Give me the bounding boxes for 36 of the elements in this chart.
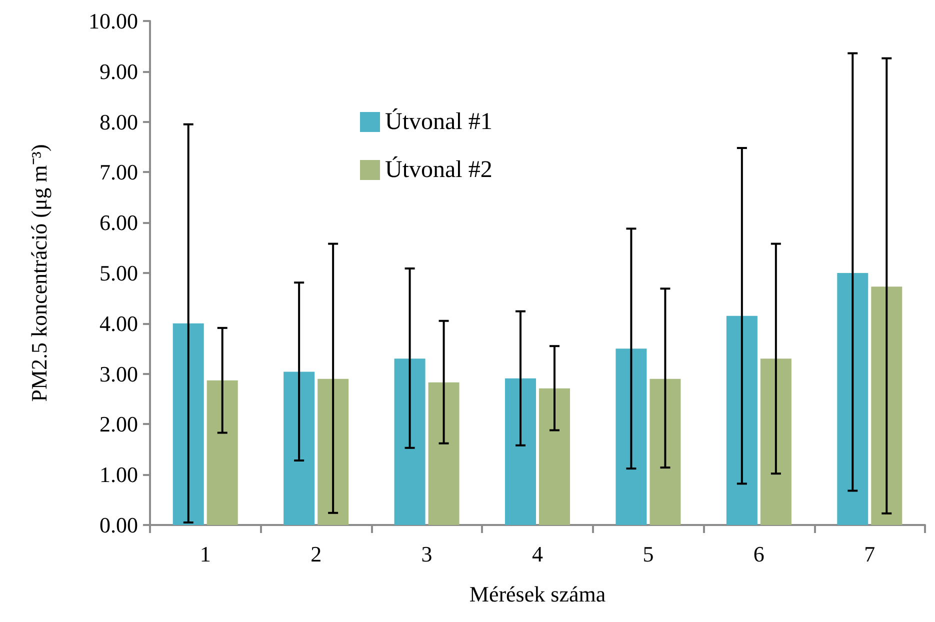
x-tick-label: 7: [864, 542, 876, 566]
y-tick-label: 3.00: [100, 361, 138, 386]
x-tick-label: 5: [642, 542, 654, 566]
y-tick-label: 9.00: [100, 58, 138, 84]
y-tick-label: 4.00: [100, 310, 138, 336]
bar: [394, 358, 426, 525]
bar: [726, 316, 758, 525]
x-tick-label: 3: [421, 542, 432, 566]
x-tick-label: 2: [310, 542, 322, 566]
bar: [428, 382, 460, 525]
bar: [871, 286, 902, 525]
legend-label: Útvonal #1: [385, 108, 492, 135]
bar: [616, 348, 647, 525]
y-tick-label: 1.00: [100, 462, 138, 488]
bar: [505, 378, 536, 525]
x-tick-label: 6: [753, 542, 764, 566]
legend-label: Útvonal #2: [385, 156, 492, 183]
y-tick-label: 8.00: [100, 109, 138, 134]
y-axis-title: PM2.5 koncentráció (μg m⁻³): [26, 144, 52, 402]
y-tick-label: 7.00: [100, 160, 138, 185]
x-axis-title: Mérések száma: [469, 582, 606, 606]
bar: [539, 388, 570, 525]
x-tick-label: 4: [532, 542, 543, 566]
y-tick-label: 2.00: [100, 412, 138, 437]
bar: [650, 378, 681, 525]
y-tick-label: 0.00: [100, 512, 138, 538]
bar: [837, 273, 868, 525]
bar: [284, 372, 315, 525]
bar: [318, 378, 349, 525]
bar: [206, 380, 238, 525]
bar: [760, 358, 792, 525]
y-tick-label: 10.00: [88, 8, 138, 34]
bar: [172, 323, 204, 525]
y-tick-label: 5.00: [100, 260, 138, 286]
y-tick-label: 6.00: [100, 210, 138, 236]
x-tick-label: 1: [200, 542, 211, 566]
